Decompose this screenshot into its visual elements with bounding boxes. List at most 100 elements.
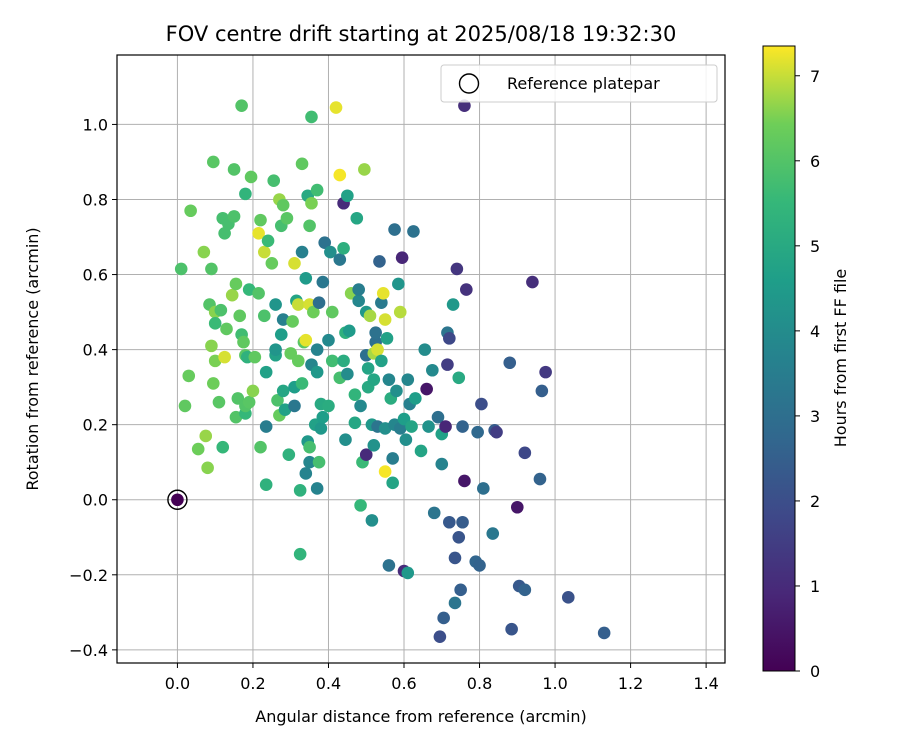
- data-point: [257, 245, 271, 259]
- data-point: [426, 363, 439, 377]
- data-point: [280, 211, 294, 225]
- data-point: [375, 354, 388, 368]
- data-point: [378, 422, 392, 435]
- data-point: [310, 343, 324, 356]
- data-point: [352, 283, 365, 296]
- data-point: [354, 399, 367, 413]
- data-point: [348, 388, 362, 401]
- data-point: [418, 343, 432, 356]
- data-point: [393, 305, 407, 319]
- data-point: [443, 332, 456, 345]
- data-point: [354, 499, 367, 512]
- chart-title: FOV centre drift starting at 2025/08/18 …: [166, 22, 677, 46]
- data-point: [448, 596, 462, 610]
- data-point: [220, 322, 233, 336]
- y-axis-label: Rotation from reference (arcmin): [23, 227, 42, 490]
- data-point: [276, 198, 290, 212]
- data-point: [337, 241, 350, 255]
- y-tick-label: 0.6: [83, 266, 108, 285]
- colorbar-tick-label: 1: [810, 577, 820, 596]
- colorbar-tick-label: 4: [810, 322, 820, 341]
- data-point: [363, 309, 377, 323]
- data-point: [376, 287, 390, 300]
- data-point: [312, 296, 326, 310]
- data-point: [278, 403, 292, 416]
- data-point: [409, 392, 422, 405]
- data-point: [329, 101, 343, 114]
- data-point: [477, 482, 490, 495]
- data-point: [205, 262, 218, 276]
- data-point: [420, 382, 433, 396]
- data-point: [295, 157, 309, 171]
- data-point: [352, 294, 365, 308]
- data-point: [261, 234, 275, 248]
- data-point: [448, 551, 462, 565]
- data-point: [324, 245, 337, 259]
- data-point: [206, 155, 220, 169]
- data-point: [446, 298, 460, 311]
- data-point: [227, 210, 241, 223]
- data-point: [269, 343, 282, 356]
- data-point: [293, 547, 307, 561]
- data-point: [456, 420, 469, 433]
- data-point: [597, 626, 611, 640]
- data-point: [456, 515, 469, 529]
- data-point: [561, 591, 575, 604]
- data-point: [325, 354, 339, 368]
- data-point: [303, 219, 316, 233]
- data-point: [369, 326, 382, 340]
- data-point: [367, 439, 381, 452]
- data-point: [314, 422, 328, 435]
- data-point: [450, 262, 464, 276]
- colorbar-tick-label: 5: [810, 237, 820, 256]
- data-point: [291, 298, 305, 311]
- data-point: [265, 256, 279, 270]
- x-tick-label: 0.0: [165, 674, 190, 693]
- data-point: [435, 457, 449, 471]
- data-point: [367, 373, 381, 386]
- plot-background: [117, 55, 725, 663]
- legend-label: Reference platepar: [507, 74, 660, 93]
- data-point: [414, 444, 428, 458]
- data-point: [216, 440, 230, 454]
- colorbar-gradient: [762, 45, 796, 672]
- data-point: [431, 410, 445, 424]
- data-point: [471, 425, 484, 439]
- colorbar-tick-label: 6: [810, 152, 820, 171]
- colorbar: 0 1 2 3 4 5 6 7 Hours from first FF file: [762, 45, 850, 681]
- data-point: [239, 187, 252, 201]
- data-point: [229, 277, 243, 291]
- y-tick-label: −0.2: [69, 566, 108, 585]
- data-point: [337, 354, 350, 368]
- data-point: [225, 288, 239, 302]
- data-point: [254, 213, 267, 227]
- y-axis-ticks: −0.4 −0.2 0.0 0.2 0.4 0.6 0.8 1.0: [69, 115, 117, 660]
- data-point: [433, 630, 447, 644]
- data-point: [307, 305, 320, 319]
- data-point: [535, 384, 549, 398]
- data-point: [259, 365, 273, 379]
- legend-box: [440, 64, 718, 103]
- data-point: [399, 433, 413, 446]
- data-point: [322, 399, 335, 413]
- data-point: [233, 309, 247, 323]
- data-point: [475, 397, 488, 411]
- data-points: [167, 99, 611, 644]
- data-point: [441, 358, 454, 371]
- x-tick-label: 1.2: [618, 674, 643, 693]
- data-point: [288, 256, 301, 270]
- y-tick-label: −0.4: [69, 641, 108, 660]
- colorbar-label: Hours from first FF file: [831, 269, 850, 448]
- x-tick-label: 1.0: [542, 674, 567, 693]
- data-point: [305, 110, 318, 124]
- data-point: [422, 420, 435, 433]
- data-point: [237, 335, 250, 349]
- data-point: [359, 448, 373, 462]
- data-point: [257, 309, 271, 323]
- colorbar-tick-label: 3: [810, 407, 820, 426]
- data-point: [405, 420, 418, 433]
- data-point: [437, 611, 450, 625]
- data-point: [401, 566, 415, 580]
- colorbar-ticks: 0 1 2 3 4 5 6 7: [795, 67, 820, 681]
